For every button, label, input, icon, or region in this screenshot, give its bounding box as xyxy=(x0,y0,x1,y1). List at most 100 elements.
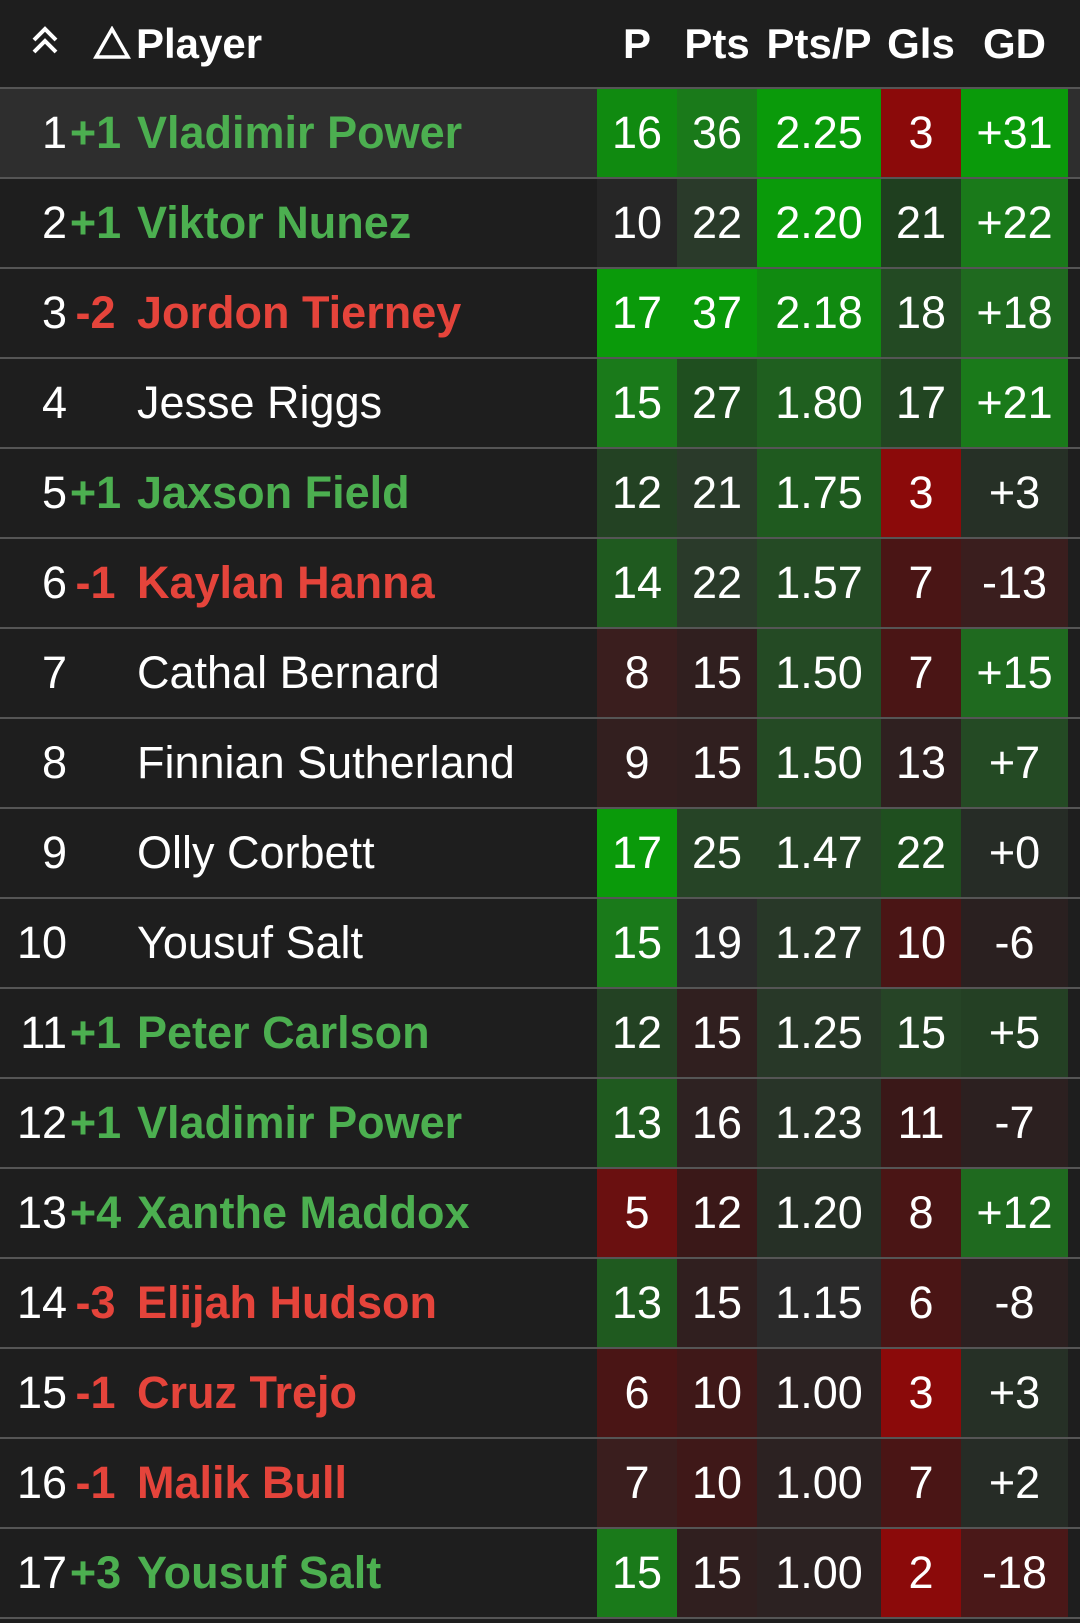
stat-cell: 17 xyxy=(881,359,961,447)
rank: 8 xyxy=(41,737,67,788)
stat-cell: 13 xyxy=(597,1259,677,1347)
column-header[interactable]: P xyxy=(622,19,651,67)
player-row[interactable]: 2 +1 Viktor Nunez 10 22 2.20 21 +22 xyxy=(0,179,1080,269)
player-header[interactable]: Player xyxy=(136,19,263,67)
stat-cell: 22 xyxy=(677,179,757,267)
player-row[interactable]: 13 +4 Xanthe Maddox 5 12 1.20 8 +12 xyxy=(0,1169,1080,1259)
stat-cell: +31 xyxy=(961,89,1068,177)
rank-change: -3 xyxy=(75,1277,116,1328)
column-header[interactable]: Pts xyxy=(684,19,750,67)
player-name: Viktor Nunez xyxy=(137,197,412,248)
stat-cell: 12 xyxy=(597,449,677,537)
rank: 1 xyxy=(41,107,67,158)
column-header[interactable]: Pts/P xyxy=(766,19,872,67)
column-header[interactable]: GD xyxy=(983,19,1046,67)
rank-change: -2 xyxy=(75,287,116,338)
stat-cell: 1.75 xyxy=(757,449,881,537)
stat-cell: 8 xyxy=(597,629,677,717)
player-row[interactable]: 1 +1 Vladimir Power 16 36 2.25 3 +31 xyxy=(0,89,1080,179)
stat-cell: 19 xyxy=(677,899,757,987)
rank: 4 xyxy=(41,377,67,428)
column-header[interactable]: Gls xyxy=(887,19,955,67)
player-row[interactable]: 4 Jesse Riggs 15 27 1.80 17 +21 xyxy=(0,359,1080,449)
rank: 15 xyxy=(16,1367,67,1418)
player-row[interactable]: 5 +1 Jaxson Field 12 21 1.75 3 +3 xyxy=(0,449,1080,539)
player-row[interactable]: 8 Finnian Sutherland 9 15 1.50 13 +7 xyxy=(0,719,1080,809)
stat-cell: 1.00 xyxy=(757,1529,881,1617)
stat-cell: 6 xyxy=(597,1349,677,1437)
player-row[interactable]: 14 -3 Elijah Hudson 13 15 1.15 6 -8 xyxy=(0,1259,1080,1349)
sort-icon[interactable] xyxy=(93,26,131,60)
player-name: Malik Bull xyxy=(137,1457,348,1508)
rank-change: +1 xyxy=(69,1007,122,1058)
stat-cell: -13 xyxy=(961,539,1068,627)
rank: 5 xyxy=(41,467,67,518)
player-name: Vladimir Power xyxy=(137,107,463,158)
rank: 6 xyxy=(41,557,67,608)
player-row[interactable]: 16 -1 Malik Bull 7 10 1.00 7 +2 xyxy=(0,1439,1080,1529)
player-row[interactable]: 3 -2 Jordon Tierney 17 37 2.18 18 +18 xyxy=(0,269,1080,359)
rank: 2 xyxy=(41,197,67,248)
player-name: Finnian Sutherland xyxy=(137,737,515,788)
rank-change: +3 xyxy=(69,1547,122,1598)
player-name: Cruz Trejo xyxy=(137,1367,358,1418)
collapse-icon[interactable] xyxy=(30,22,60,62)
player-name: Kaylan Hanna xyxy=(137,557,435,608)
player-name: Jaxson Field xyxy=(137,467,410,518)
stat-cell: -7 xyxy=(961,1079,1068,1167)
rank-change: -1 xyxy=(75,1457,116,1508)
stat-cell: 7 xyxy=(597,1439,677,1527)
stat-cell: 7 xyxy=(881,1439,961,1527)
player-name: Vladimir Power xyxy=(137,1097,463,1148)
stat-cell: 16 xyxy=(597,89,677,177)
stat-cell: 9 xyxy=(597,719,677,807)
rank: 17 xyxy=(16,1547,67,1598)
stat-cell: 2.20 xyxy=(757,179,881,267)
rank-change: +1 xyxy=(69,197,122,248)
stat-cell: +3 xyxy=(961,1349,1068,1437)
stat-cell: 18 xyxy=(881,269,961,357)
stat-cell: -8 xyxy=(961,1259,1068,1347)
player-row[interactable]: 9 Olly Corbett 17 25 1.47 22 +0 xyxy=(0,809,1080,899)
stat-cell: 15 xyxy=(677,719,757,807)
rank: 13 xyxy=(16,1187,67,1238)
player-row[interactable]: 11 +1 Peter Carlson 12 15 1.25 15 +5 xyxy=(0,989,1080,1079)
rank-change: +1 xyxy=(69,107,122,158)
player-row[interactable]: 15 -1 Cruz Trejo 6 10 1.00 3 +3 xyxy=(0,1349,1080,1439)
stat-cell: 27 xyxy=(677,359,757,447)
player-row[interactable]: 10 Yousuf Salt 15 19 1.27 10 -6 xyxy=(0,899,1080,989)
stat-cell: 10 xyxy=(881,899,961,987)
rank: 3 xyxy=(41,287,67,338)
player-name: Yousuf Salt xyxy=(137,917,364,968)
stat-cell: +18 xyxy=(961,269,1068,357)
stat-cell: 1.50 xyxy=(757,719,881,807)
player-row[interactable]: 17 +3 Yousuf Salt 15 15 1.00 2 -18 xyxy=(0,1529,1080,1619)
player-row[interactable]: 12 +1 Vladimir Power 13 16 1.23 11 -7 xyxy=(0,1079,1080,1169)
stat-cell: 15 xyxy=(597,899,677,987)
stat-cell: 1.25 xyxy=(757,989,881,1077)
rank: 14 xyxy=(16,1277,67,1328)
stat-cell: +15 xyxy=(961,629,1068,717)
player-row[interactable]: 7 Cathal Bernard 8 15 1.50 7 +15 xyxy=(0,629,1080,719)
player-row[interactable]: 6 -1 Kaylan Hanna 14 22 1.57 7 -13 xyxy=(0,539,1080,629)
stat-cell: 3 xyxy=(881,1349,961,1437)
stat-cell: 1.00 xyxy=(757,1439,881,1527)
stat-cell: +5 xyxy=(961,989,1068,1077)
stat-cell: 10 xyxy=(677,1349,757,1437)
stat-cell: 22 xyxy=(881,809,961,897)
player-name: Cathal Bernard xyxy=(137,647,440,698)
stat-cell: 1.80 xyxy=(757,359,881,447)
stat-cell: 17 xyxy=(597,269,677,357)
stat-cell: +22 xyxy=(961,179,1068,267)
player-name: Jesse Riggs xyxy=(137,377,383,428)
stat-cell: 13 xyxy=(881,719,961,807)
stat-cell: 1.47 xyxy=(757,809,881,897)
stat-cell: 17 xyxy=(597,809,677,897)
stat-cell: 11 xyxy=(881,1079,961,1167)
player-name: Elijah Hudson xyxy=(137,1277,438,1328)
stat-cell: 36 xyxy=(677,89,757,177)
rank-change: +1 xyxy=(69,467,122,518)
stat-cell: 15 xyxy=(597,1529,677,1617)
stat-cell: 15 xyxy=(677,1259,757,1347)
